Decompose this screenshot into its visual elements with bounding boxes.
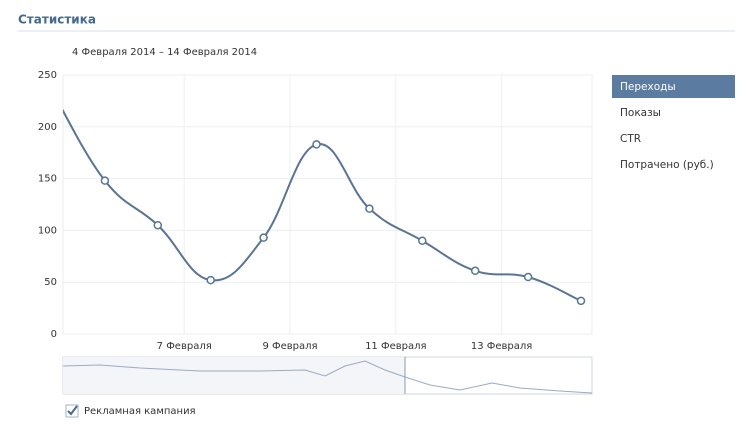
menu-item[interactable]: Переходы xyxy=(620,81,676,93)
data-point[interactable] xyxy=(576,296,586,306)
plot-area xyxy=(62,74,593,335)
x-tick-label: 9 Февраля xyxy=(262,341,317,352)
y-tick-label: 100 xyxy=(38,225,57,236)
navigator-mask xyxy=(63,357,405,394)
y-tick-label: 0 xyxy=(51,329,57,340)
x-tick-label: 7 Февраля xyxy=(157,341,212,352)
y-tick-label: 250 xyxy=(38,70,57,81)
y-tick-label: 50 xyxy=(44,277,57,288)
data-point[interactable] xyxy=(470,266,480,276)
y-tick-label: 200 xyxy=(38,122,57,133)
x-tick-label: 13 Февраля xyxy=(471,341,532,352)
checkbox-check xyxy=(67,405,78,416)
data-point[interactable] xyxy=(365,204,374,213)
data-point[interactable] xyxy=(259,233,268,242)
data-point[interactable] xyxy=(523,272,533,282)
navigator xyxy=(62,356,593,395)
navigator-line xyxy=(62,360,593,394)
data-point[interactable] xyxy=(206,275,215,285)
data-point[interactable] xyxy=(312,140,321,149)
data-point[interactable] xyxy=(418,236,427,246)
data-point[interactable] xyxy=(153,220,163,230)
menu-item[interactable]: CTR xyxy=(620,133,641,145)
page-title: Статистика xyxy=(18,13,96,27)
menu-item[interactable]: Потрачено (руб.) xyxy=(620,159,714,171)
menu-item[interactable]: Показы xyxy=(620,107,661,119)
checkbox-label[interactable]: Рекламная кампания xyxy=(84,406,196,417)
data-point[interactable] xyxy=(100,176,110,185)
period: 4 Февраля 2014 – 14 Февраля 2014 xyxy=(72,47,257,58)
y-tick-label: 150 xyxy=(38,174,57,185)
menu-item-selected[interactable] xyxy=(612,75,735,98)
checkbox[interactable]: Рекламная кампания xyxy=(65,404,196,418)
x-tick-label: 11 Февраля xyxy=(365,341,426,352)
